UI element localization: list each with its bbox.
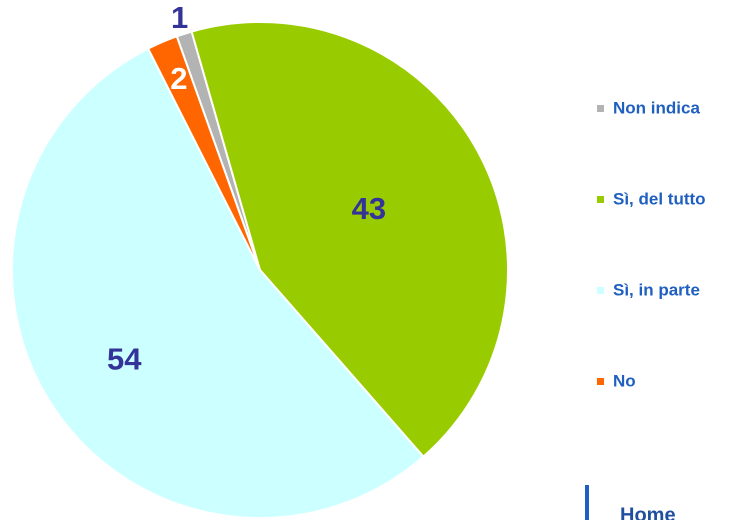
legend-swatch bbox=[597, 287, 604, 294]
home-button[interactable]: Home bbox=[585, 485, 676, 520]
legend-label: Non indica bbox=[613, 98, 700, 117]
data-label: 1 bbox=[171, 0, 188, 35]
legend-swatch bbox=[597, 378, 604, 385]
data-label: 43 bbox=[352, 191, 386, 226]
legend-label: Sì, del tutto bbox=[613, 189, 706, 208]
slice bbox=[11, 47, 425, 519]
data-labels: 1 43 54 2 bbox=[107, 0, 386, 377]
slice bbox=[146, 35, 261, 271]
pie bbox=[11, 21, 509, 519]
slice bbox=[190, 21, 509, 459]
data-label: 54 bbox=[107, 342, 142, 377]
legend-label: No bbox=[613, 371, 636, 390]
button-bar bbox=[585, 485, 589, 520]
legend: Non indica Sì, del tutto Sì, in parte No bbox=[597, 98, 706, 390]
data-label: 2 bbox=[170, 61, 187, 96]
legend-swatch bbox=[597, 196, 604, 203]
button-label[interactable]: Home bbox=[620, 505, 676, 520]
legend-label: Sì, in parte bbox=[613, 280, 700, 299]
legend-swatch bbox=[597, 105, 604, 112]
